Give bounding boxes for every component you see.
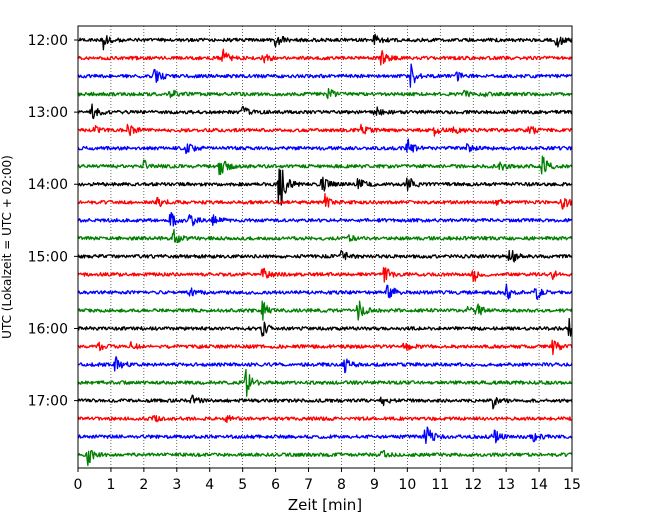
x-tick-label: 13	[497, 477, 515, 493]
seismic-trace	[77, 266, 573, 283]
seismic-trace	[77, 138, 573, 155]
x-tick-label: 15	[563, 477, 581, 493]
y-axis: 12:00 13:00 14:00 15:00 16:00 17:00	[28, 33, 78, 410]
seismic-trace	[77, 63, 573, 88]
x-tick-label: 5	[238, 477, 247, 493]
seismic-trace	[77, 426, 573, 445]
seismic-trace	[77, 300, 573, 321]
seismic-trace	[77, 283, 573, 300]
seismic-trace	[77, 193, 573, 210]
x-tick-label: 14	[530, 477, 548, 493]
seismic-trace	[77, 168, 573, 206]
seismic-trace	[77, 339, 573, 356]
seismic-trace	[77, 414, 573, 424]
x-tick-label: 0	[74, 477, 83, 493]
y-tick-label: 12:00	[28, 33, 68, 49]
seismic-trace	[77, 449, 573, 467]
x-tick-label: 4	[205, 477, 214, 493]
seismic-trace	[77, 211, 573, 227]
trace-group	[77, 33, 573, 467]
seismic-trace	[77, 155, 573, 176]
y-axis-label: UTC (Lokalzeit = UTC + 02:00)	[0, 155, 14, 339]
y-tick-label: 13:00	[28, 105, 68, 121]
x-tick-label: 8	[337, 477, 346, 493]
x-tick-label: 6	[271, 477, 280, 493]
x-tick-label: 12	[464, 477, 482, 493]
seismic-trace	[77, 103, 573, 120]
seismic-trace	[77, 356, 573, 374]
x-axis: 0 1 2 3 4 5 6 7 8 9 10 11 12 13 14 15	[74, 468, 581, 493]
seismic-trace	[77, 249, 573, 263]
x-tick-label: 2	[139, 477, 148, 493]
y-tick-label: 17:00	[28, 394, 68, 410]
y-tick-label: 15:00	[28, 249, 68, 265]
x-tick-label: 1	[106, 477, 115, 493]
x-axis-label: Zeit [min]	[288, 496, 362, 514]
x-tick-label: 10	[398, 477, 416, 493]
y-tick-label: 16:00	[28, 321, 68, 337]
seismic-trace	[77, 87, 573, 100]
seismic-trace	[77, 228, 573, 244]
x-tick-label: 11	[431, 477, 449, 493]
y-tick-label: 14:00	[28, 177, 68, 193]
seismic-trace	[77, 33, 573, 51]
seismic-trace	[77, 317, 573, 337]
seismic-trace	[77, 394, 573, 410]
x-tick-label: 3	[172, 477, 181, 493]
seismic-trace	[77, 48, 573, 66]
seismic-trace	[77, 123, 573, 137]
seismic-trace	[77, 368, 573, 397]
plot-frame	[77, 25, 573, 469]
x-tick-label: 9	[370, 477, 379, 493]
x-tick-label: 7	[304, 477, 313, 493]
